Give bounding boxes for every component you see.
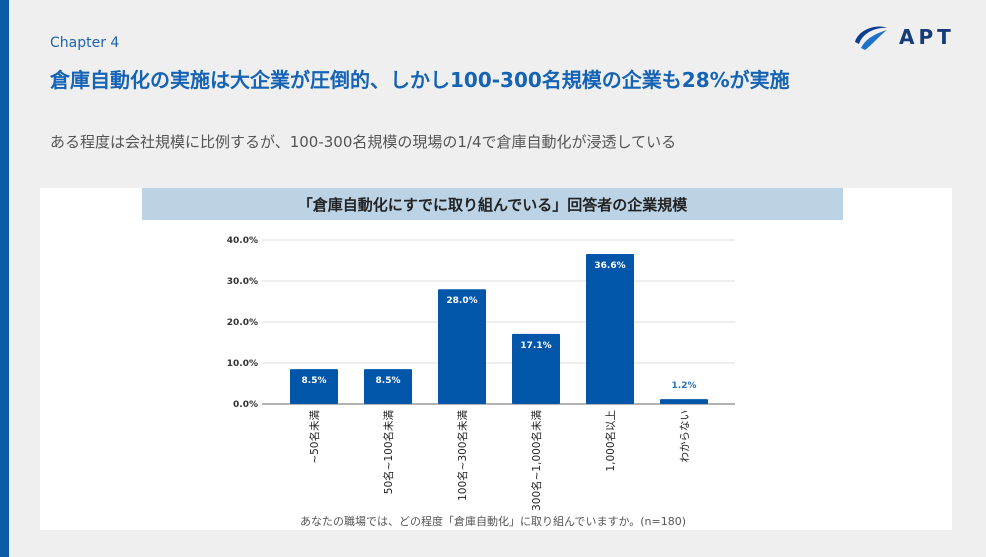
logo-swoosh-icon [855,26,887,50]
y-tick-label: 10.0% [227,359,258,369]
bar [364,369,412,404]
data-label: 8.5% [376,376,401,386]
data-label: 17.1% [520,341,551,351]
bar [290,369,338,404]
chart-title: 「倉庫自動化にすでに取り組んでいる」回答者の企業規模 [142,188,843,220]
bar [438,289,486,404]
y-tick-label: 0.0% [233,400,258,410]
x-tick-label: 1,000名以上 [604,410,617,472]
chapter-label: Chapter 4 [50,35,120,51]
y-tick-label: 20.0% [227,318,258,328]
x-tick-label: 50名~100名未満 [382,410,395,495]
data-label: 36.6% [594,261,625,271]
slide-title: 倉庫自動化の実施は大企業が圧倒的、しかし100-300名規模の企業も28%が実施 [50,68,790,92]
accent-strip [0,0,9,557]
chart-footnote: あなたの職場では、どの程度「倉庫自動化」に取り組んでいますか。(n=180) [300,515,686,528]
y-tick-label: 30.0% [227,277,258,287]
data-label: 8.5% [302,376,327,386]
bar [586,253,634,404]
y-tick-label: 40.0% [227,236,258,246]
slide-subtitle: ある程度は会社規模に比例するが、100-300名規模の現場の1/4で倉庫自動化が… [50,133,677,151]
x-tick-label: 100名~300名未満 [456,410,469,501]
data-label: 28.0% [446,296,477,306]
logo: APT [853,24,955,50]
bar [660,399,708,404]
chart-panel [40,188,952,530]
data-label: 1.2% [672,381,697,391]
bar [512,333,560,404]
x-tick-label: ~50名未満 [308,410,321,464]
x-tick-label: 300名~1,000名未満 [530,410,543,511]
logo-text: APT [899,25,955,49]
x-tick-label: わからない [679,410,691,463]
